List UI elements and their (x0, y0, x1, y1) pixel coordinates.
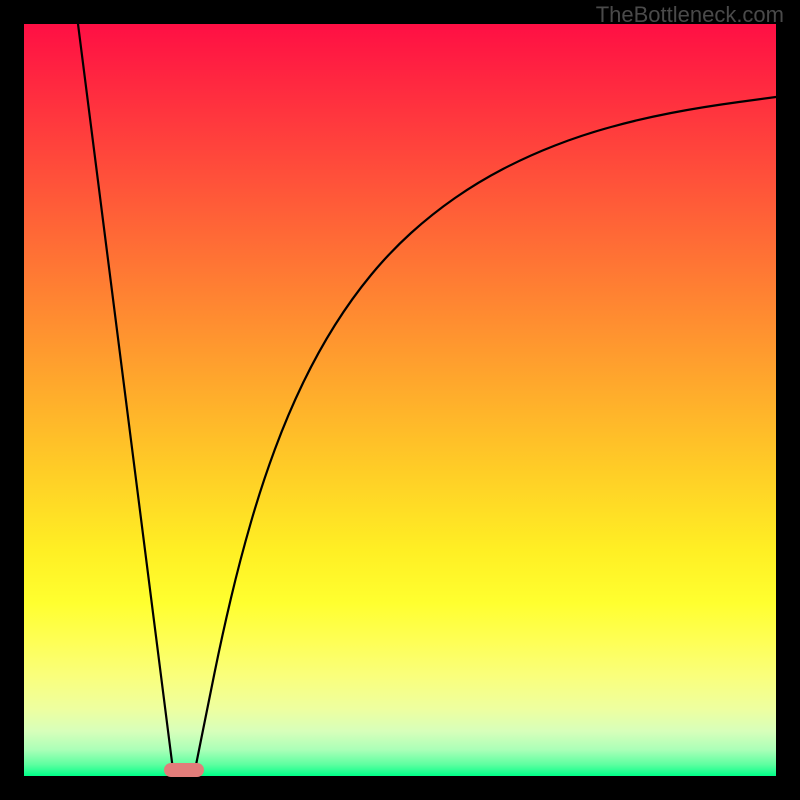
plot-area (24, 24, 776, 776)
watermark-text: TheBottleneck.com (596, 2, 784, 28)
chart-container: TheBottleneck.com (0, 0, 800, 800)
curve-overlay (24, 24, 776, 776)
minimum-marker (164, 763, 204, 777)
bottleneck-curve (78, 24, 776, 770)
